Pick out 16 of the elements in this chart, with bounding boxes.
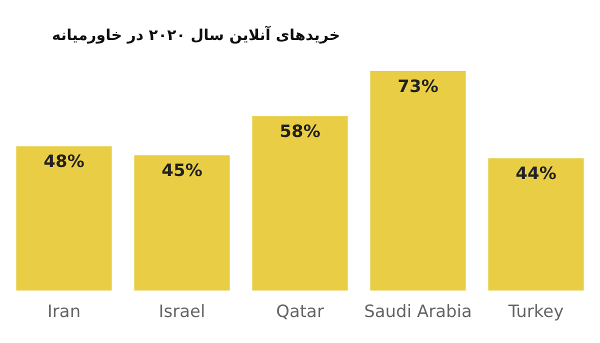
data-label: 48% <box>44 152 84 172</box>
x-tick-label: Qatar <box>276 302 324 322</box>
data-label: 58% <box>280 122 320 142</box>
x-tick-label: Israel <box>158 302 206 322</box>
x-tick-label: Saudi Arabia <box>364 302 472 322</box>
data-label: 45% <box>162 161 202 182</box>
bar <box>370 71 466 291</box>
x-tick-label: Turkey <box>507 302 564 322</box>
bar <box>252 116 348 291</box>
data-label: 73% <box>398 76 438 97</box>
bar <box>16 146 112 291</box>
data-label: 44% <box>516 164 556 184</box>
x-tick-label: Iran <box>47 302 81 322</box>
bar <box>134 155 230 291</box>
bar <box>488 158 584 291</box>
chart-title: خریدهای آنلاین سال ۲۰۲۰ در خاورمیانه <box>50 26 340 44</box>
